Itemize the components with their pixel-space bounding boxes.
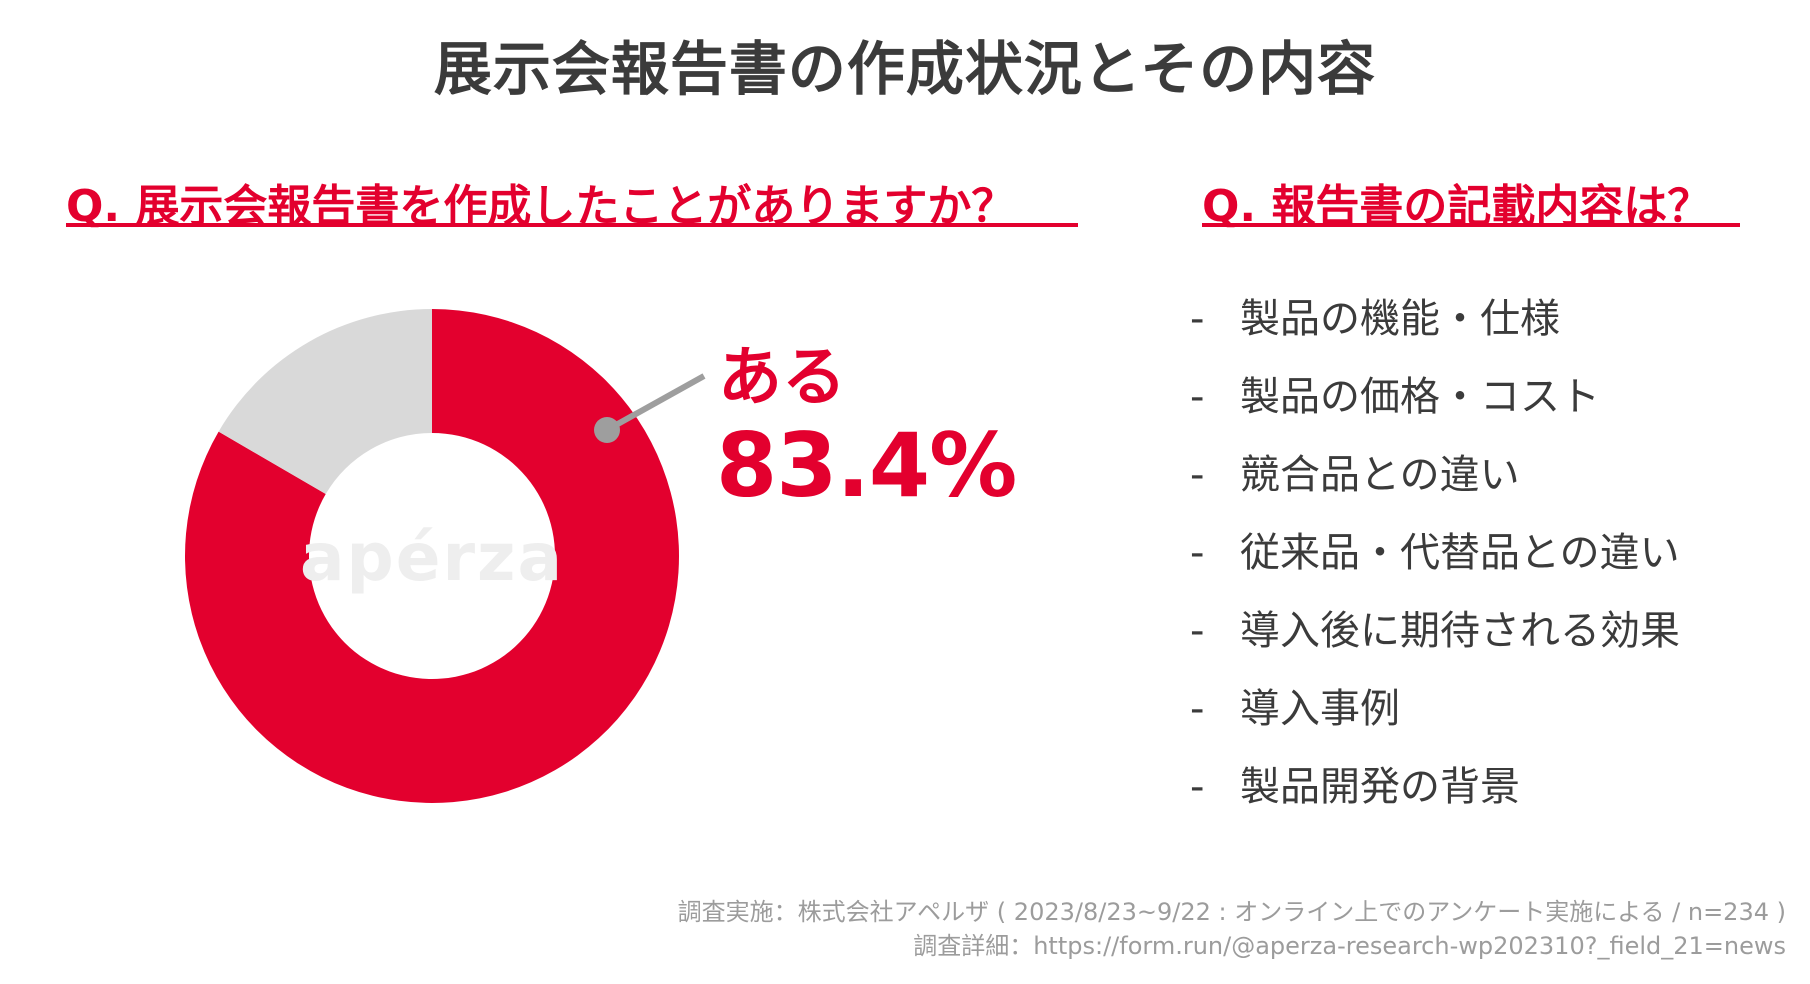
list-item-marker: - (1190, 686, 1205, 732)
list-item: - 従来品・代替品との違い (1190, 514, 1680, 592)
list-item-label: 導入事例 (1240, 686, 1400, 732)
callout-connector-dot (594, 417, 620, 443)
watermark-logo: apérza (300, 519, 564, 596)
donut-slices (184, 309, 679, 804)
list-item-marker: - (1190, 452, 1205, 498)
donut-slice-no (218, 309, 432, 495)
report-contents-list: - 製品の機能・仕様 - 製品の価格・コスト - 競合品との違い - 従来品・代替品との違い -… (1190, 280, 1680, 826)
list-item: - 競合品との違い (1190, 436, 1680, 514)
list-item-label: 競合品との違い (1240, 452, 1520, 498)
list-item: - 製品開発の背景 (1190, 748, 1680, 826)
list-item-marker: - (1190, 764, 1205, 810)
callout-label: ある (718, 341, 846, 415)
list-item-label: 製品の機能・仕様 (1240, 296, 1560, 342)
footnote-survey: 調査実施：株式会社アペルザ ( 2023/8/23~9/22 : オンライン上で… (677, 898, 1786, 926)
donut-slice-yes (184, 309, 679, 804)
list-item-label: 導入後に期待される効果 (1240, 608, 1680, 654)
list-item-label: 製品の価格・コスト (1240, 374, 1600, 420)
list-item-marker: - (1190, 296, 1205, 342)
question-left-underline (66, 223, 1078, 227)
list-item-marker: - (1190, 374, 1205, 420)
footnote-details: 調査詳細：https://form.run/@aperza-research-w… (913, 932, 1786, 960)
list-item-label: 製品開発の背景 (1240, 764, 1520, 810)
list-item-marker: - (1190, 530, 1205, 576)
list-item: - 導入事例 (1190, 670, 1680, 748)
list-item: - 製品の機能・仕様 (1190, 280, 1680, 358)
list-item: - 製品の価格・コスト (1190, 358, 1680, 436)
callout-connector-line (605, 373, 706, 433)
page-title: 展示会報告書の作成状況とその内容 (433, 35, 1377, 103)
question-right-underline (1202, 223, 1740, 227)
list-item: - 導入後に期待される効果 (1190, 592, 1680, 670)
list-item-marker: - (1190, 608, 1205, 654)
list-item-label: 従来品・代替品との違い (1240, 530, 1680, 576)
callout-value: 83.4% (716, 414, 1017, 517)
